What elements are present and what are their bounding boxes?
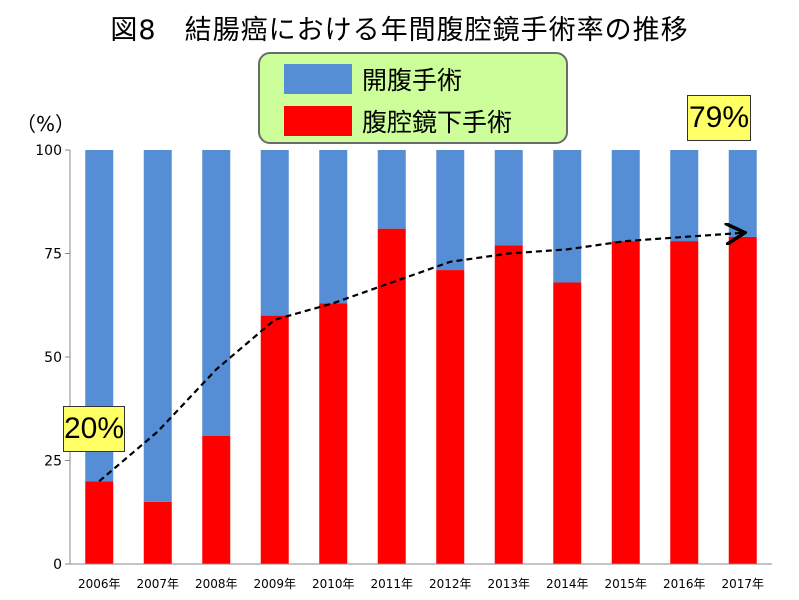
- bar-open-surgery: [143, 150, 172, 502]
- bar-laparoscopic: [377, 228, 406, 564]
- y-tick-label: 100: [35, 143, 62, 159]
- bar-laparoscopic: [553, 282, 582, 564]
- chart-title: 図8 結腸癌における年間腹腔鏡手術率の推移: [110, 15, 689, 46]
- y-tick-label: 25: [44, 454, 62, 470]
- x-tick-label: 2008年: [195, 577, 238, 591]
- x-tick-label: 2015年: [604, 577, 647, 591]
- x-tick-label: 2007年: [136, 577, 179, 591]
- x-tick-label: 2006年: [78, 577, 121, 591]
- bar-open-surgery: [202, 150, 231, 436]
- bar-laparoscopic: [494, 245, 523, 564]
- bar-open-surgery: [377, 150, 406, 229]
- y-tick-label: 50: [44, 350, 62, 366]
- x-tick-label: 2010年: [312, 577, 355, 591]
- x-tick-label: 2013年: [487, 577, 530, 591]
- y-tick-label: 75: [44, 247, 62, 263]
- x-tick-label: 2012年: [429, 577, 472, 591]
- bar-open-surgery: [494, 150, 523, 246]
- bar-laparoscopic: [260, 315, 289, 564]
- x-tick-label: 2011年: [370, 577, 413, 591]
- y-axis-unit-label: （%）: [16, 112, 76, 136]
- x-tick-label: 2014年: [546, 577, 589, 591]
- bar-laparoscopic: [611, 241, 640, 564]
- y-tick-label: 0: [53, 557, 62, 573]
- bar-laparoscopic: [728, 236, 757, 564]
- callout-start-value: 20%: [63, 406, 125, 452]
- legend: 開腹手術 腹腔鏡下手術: [258, 52, 568, 144]
- legend-label-open-surgery: 開腹手術: [362, 66, 463, 95]
- bar-laparoscopic: [202, 435, 231, 564]
- x-tick-label: 2009年: [253, 577, 296, 591]
- bar-open-surgery: [553, 150, 582, 283]
- legend-item-open-surgery: 開腹手術: [284, 62, 462, 96]
- legend-swatch-open-surgery: [284, 64, 352, 94]
- bar-open-surgery: [670, 150, 699, 242]
- bar-laparoscopic: [143, 501, 172, 564]
- bar-laparoscopic: [436, 270, 465, 564]
- bar-open-surgery: [728, 150, 757, 237]
- callout-end-value: 79%: [687, 95, 751, 141]
- bar-open-surgery: [436, 150, 465, 271]
- legend-label-laparoscopic: 腹腔鏡下手術: [362, 108, 513, 137]
- bar-open-surgery: [319, 150, 348, 304]
- legend-swatch-laparoscopic: [284, 106, 352, 136]
- legend-item-laparoscopic: 腹腔鏡下手術: [284, 104, 512, 138]
- bar-laparoscopic: [319, 303, 348, 564]
- bar-open-surgery: [611, 150, 640, 242]
- x-tick-label: 2016年: [663, 577, 706, 591]
- trend-arrow-line: [98, 233, 743, 483]
- bar-laparoscopic: [670, 241, 699, 564]
- x-tick-label: 2017年: [721, 577, 764, 591]
- bar-laparoscopic: [85, 481, 114, 564]
- bar-open-surgery: [260, 150, 289, 316]
